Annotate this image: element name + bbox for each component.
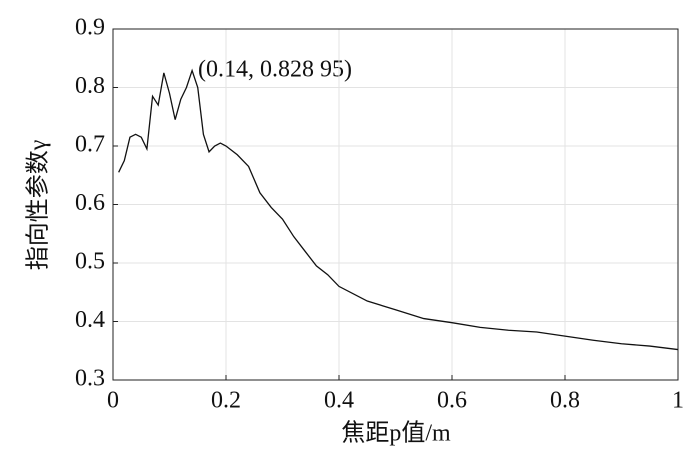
data-line <box>118 68 679 351</box>
x-tick-label: 0.2 <box>211 388 241 414</box>
x-axis-label: 焦距p值/m <box>341 420 451 447</box>
x-tick-label: 0.6 <box>437 388 467 414</box>
y-tick-label: 0.5 <box>75 249 105 275</box>
x-tick-label: 1 <box>672 388 684 414</box>
x-tick-label: 0 <box>107 388 119 414</box>
y-tick-label: 0.6 <box>75 190 105 216</box>
x-tick-label: 0.4 <box>324 388 354 414</box>
y-tick-label: 0.9 <box>75 15 105 41</box>
y-tick-label: 0.4 <box>75 307 105 333</box>
y-tick-label: 0.8 <box>75 73 105 99</box>
x-tick-label: 0.8 <box>550 388 580 414</box>
y-tick-label: 0.3 <box>75 366 105 392</box>
y-axis-label: 指向性参数γ <box>25 139 52 270</box>
annotation: (0.14, 0.828 95) <box>198 57 352 83</box>
y-tick-label: 0.7 <box>75 132 105 158</box>
plot-frame <box>112 28 679 381</box>
